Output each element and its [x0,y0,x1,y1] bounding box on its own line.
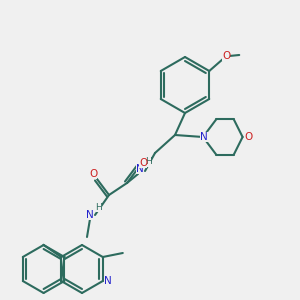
Text: H: H [96,202,102,211]
Text: O: O [139,158,147,168]
Text: H: H [145,158,152,166]
Text: O: O [244,132,253,142]
Text: N: N [86,210,94,220]
Text: O: O [222,51,230,61]
Text: N: N [104,276,112,286]
Text: N: N [136,164,144,174]
Text: N: N [200,132,208,142]
Text: O: O [89,169,97,179]
